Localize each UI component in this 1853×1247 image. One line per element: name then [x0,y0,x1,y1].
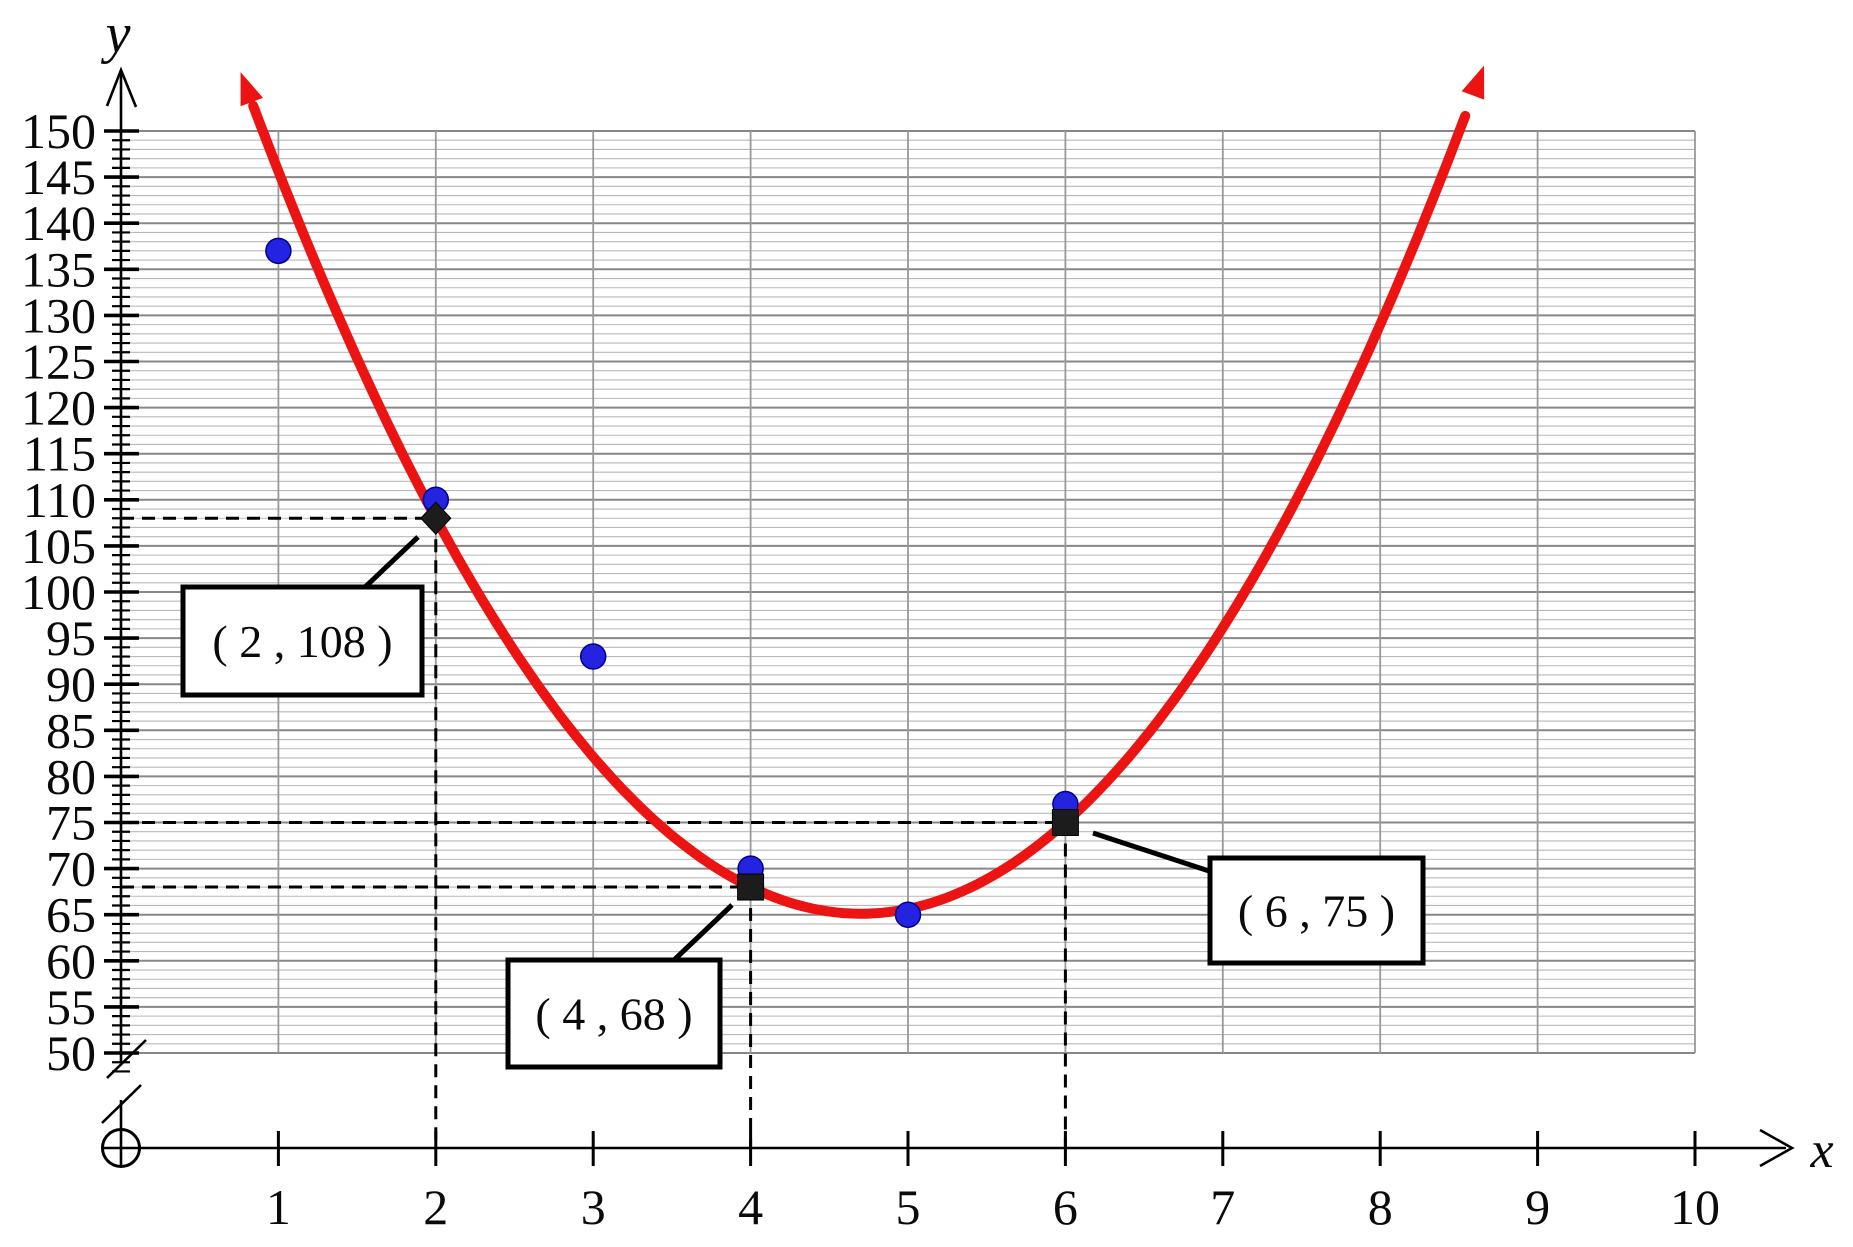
marked-point-square [1051,809,1079,836]
y-tick-label: 90 [46,656,96,712]
y-tick-label: 130 [21,287,96,343]
y-tick-label: 105 [21,518,96,574]
y-tick-label: 80 [46,748,96,804]
y-tick-label: 100 [21,564,96,620]
callout-box [1207,855,1426,966]
marked-point-square [737,873,765,901]
x-tick-label: 2 [423,1179,448,1235]
marked-point-diamond [420,501,452,535]
callout-leader-line [1092,830,1210,874]
marked-points [420,501,1079,901]
x-tick-label: 8 [1368,1179,1393,1235]
y-tick-label: 55 [46,979,96,1035]
fit-curve-group [240,65,1485,919]
gridlines [121,130,1696,1054]
y-tick-label: 150 [21,103,96,159]
y-tick-label: 120 [21,380,96,436]
chart-render-root: 5055606570758085909510010511011512012513… [21,65,1795,1235]
fit-curve [248,100,1471,919]
callout-label: ( 4 , 68 ) [535,989,692,1040]
x-tick-label: 5 [896,1179,921,1235]
y-tick-label: 65 [46,887,96,943]
callout-box [180,584,425,698]
data-point [894,901,922,928]
x-tick-label: 9 [1525,1179,1550,1235]
y-tick-label: 140 [21,195,96,251]
y-tick-label: 135 [21,241,96,297]
y-tick-label: 70 [46,841,96,897]
x-axis-arrow-icon [1759,1128,1795,1168]
callout-label: ( 6 , 75 ) [1238,886,1395,937]
y-axis-title: y [101,3,131,65]
curve-arrowhead [240,72,264,107]
x-tick-label: 3 [581,1179,606,1235]
y-tick-label: 75 [46,795,96,851]
curve-arrowhead [1461,65,1485,100]
y-tick-label: 85 [46,702,96,758]
y-tick-label: 50 [46,1025,96,1081]
y-tick-label: 60 [46,933,96,989]
x-tick-label: 7 [1210,1179,1235,1235]
callout-leader-line [361,535,420,591]
x-tick-label: 6 [1053,1179,1078,1235]
callout-label: ( 2 , 108 ) [212,616,392,667]
y-tick-label: 95 [46,610,96,666]
data-point [579,643,607,670]
callout-box [505,957,723,1070]
x-tick-label: 1 [266,1179,291,1235]
y-tick-label: 125 [21,334,96,390]
y-tick-label: 110 [23,472,96,528]
axes: 5055606570758085909510010511011512012513… [21,66,1795,1235]
x-tick-label: 4 [738,1179,763,1235]
callout-leader-line [671,903,734,963]
x-axis-title: x [1809,1122,1833,1179]
y-axis-arrow-icon [105,66,138,108]
y-tick-label: 115 [23,426,96,482]
x-tick-label: 10 [1670,1179,1720,1235]
annotations: ( 2 , 108 ) ( 4 , 68 ) ( 6 , 75 ) [180,535,1426,1070]
guide-lines [121,516,1067,1148]
y-tick-label: 145 [21,149,96,205]
data-point [265,237,292,265]
